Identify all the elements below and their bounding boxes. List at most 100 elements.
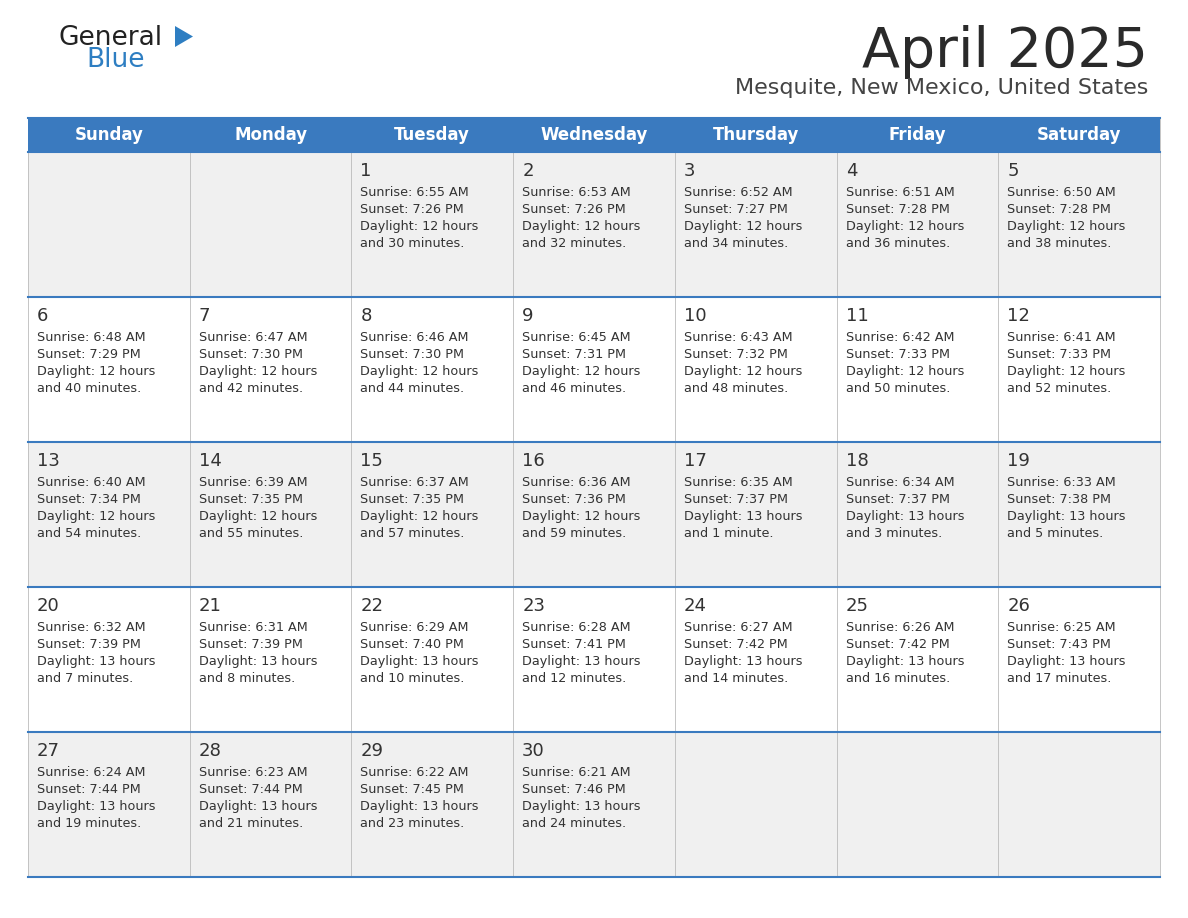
Text: and 59 minutes.: and 59 minutes. xyxy=(523,527,626,540)
Text: 4: 4 xyxy=(846,162,857,180)
Text: Sunset: 7:28 PM: Sunset: 7:28 PM xyxy=(1007,203,1111,216)
Text: General: General xyxy=(58,25,162,51)
Text: Sunrise: 6:34 AM: Sunrise: 6:34 AM xyxy=(846,476,954,489)
Text: and 14 minutes.: and 14 minutes. xyxy=(684,672,788,685)
Text: Sunrise: 6:43 AM: Sunrise: 6:43 AM xyxy=(684,331,792,344)
Text: 23: 23 xyxy=(523,597,545,615)
Text: April 2025: April 2025 xyxy=(862,25,1148,79)
Text: Sunset: 7:44 PM: Sunset: 7:44 PM xyxy=(198,783,303,796)
Text: Daylight: 13 hours: Daylight: 13 hours xyxy=(523,800,640,813)
Text: Sunrise: 6:27 AM: Sunrise: 6:27 AM xyxy=(684,621,792,634)
Text: Daylight: 12 hours: Daylight: 12 hours xyxy=(523,510,640,523)
Text: Sunrise: 6:26 AM: Sunrise: 6:26 AM xyxy=(846,621,954,634)
Bar xyxy=(29,442,1159,587)
Text: Daylight: 12 hours: Daylight: 12 hours xyxy=(846,365,963,378)
Text: 5: 5 xyxy=(1007,162,1019,180)
Text: and 48 minutes.: and 48 minutes. xyxy=(684,382,788,395)
Text: and 57 minutes.: and 57 minutes. xyxy=(360,527,465,540)
Text: Daylight: 13 hours: Daylight: 13 hours xyxy=(1007,510,1126,523)
Text: 15: 15 xyxy=(360,452,384,470)
Text: Daylight: 13 hours: Daylight: 13 hours xyxy=(523,655,640,668)
Text: Sunrise: 6:55 AM: Sunrise: 6:55 AM xyxy=(360,186,469,199)
Text: 21: 21 xyxy=(198,597,222,615)
Polygon shape xyxy=(175,26,192,47)
Text: 8: 8 xyxy=(360,307,372,325)
Text: and 42 minutes.: and 42 minutes. xyxy=(198,382,303,395)
Text: Sunset: 7:27 PM: Sunset: 7:27 PM xyxy=(684,203,788,216)
Text: Sunset: 7:30 PM: Sunset: 7:30 PM xyxy=(198,348,303,361)
Text: Sunday: Sunday xyxy=(75,126,144,144)
Text: and 40 minutes.: and 40 minutes. xyxy=(37,382,141,395)
Text: Sunrise: 6:40 AM: Sunrise: 6:40 AM xyxy=(37,476,146,489)
Text: Daylight: 12 hours: Daylight: 12 hours xyxy=(360,220,479,233)
Text: 25: 25 xyxy=(846,597,868,615)
Text: Daylight: 12 hours: Daylight: 12 hours xyxy=(37,510,156,523)
Text: Daylight: 13 hours: Daylight: 13 hours xyxy=(37,800,156,813)
Text: 14: 14 xyxy=(198,452,222,470)
Text: Sunrise: 6:53 AM: Sunrise: 6:53 AM xyxy=(523,186,631,199)
Text: Sunset: 7:32 PM: Sunset: 7:32 PM xyxy=(684,348,788,361)
Text: Daylight: 13 hours: Daylight: 13 hours xyxy=(684,655,802,668)
Text: and 12 minutes.: and 12 minutes. xyxy=(523,672,626,685)
Text: Daylight: 12 hours: Daylight: 12 hours xyxy=(360,365,479,378)
Text: and 5 minutes.: and 5 minutes. xyxy=(1007,527,1104,540)
Text: Sunset: 7:35 PM: Sunset: 7:35 PM xyxy=(198,493,303,506)
Text: 11: 11 xyxy=(846,307,868,325)
Text: Sunset: 7:35 PM: Sunset: 7:35 PM xyxy=(360,493,465,506)
Text: 19: 19 xyxy=(1007,452,1030,470)
Text: and 30 minutes.: and 30 minutes. xyxy=(360,237,465,250)
Text: and 24 minutes.: and 24 minutes. xyxy=(523,817,626,830)
Bar xyxy=(29,297,1159,442)
Text: Sunset: 7:46 PM: Sunset: 7:46 PM xyxy=(523,783,626,796)
Text: Daylight: 12 hours: Daylight: 12 hours xyxy=(523,365,640,378)
Text: Sunrise: 6:29 AM: Sunrise: 6:29 AM xyxy=(360,621,469,634)
Bar xyxy=(29,732,1159,877)
Text: 26: 26 xyxy=(1007,597,1030,615)
Text: Sunrise: 6:47 AM: Sunrise: 6:47 AM xyxy=(198,331,308,344)
Text: Daylight: 12 hours: Daylight: 12 hours xyxy=(1007,220,1126,233)
Text: 30: 30 xyxy=(523,742,545,760)
Text: and 32 minutes.: and 32 minutes. xyxy=(523,237,626,250)
Text: and 38 minutes.: and 38 minutes. xyxy=(1007,237,1112,250)
Text: Daylight: 12 hours: Daylight: 12 hours xyxy=(684,220,802,233)
Text: Sunset: 7:34 PM: Sunset: 7:34 PM xyxy=(37,493,141,506)
Text: Sunset: 7:38 PM: Sunset: 7:38 PM xyxy=(1007,493,1111,506)
Text: Sunrise: 6:46 AM: Sunrise: 6:46 AM xyxy=(360,331,469,344)
Text: Sunset: 7:39 PM: Sunset: 7:39 PM xyxy=(37,638,141,651)
Text: and 46 minutes.: and 46 minutes. xyxy=(523,382,626,395)
Text: and 16 minutes.: and 16 minutes. xyxy=(846,672,950,685)
Text: and 3 minutes.: and 3 minutes. xyxy=(846,527,942,540)
Text: Daylight: 12 hours: Daylight: 12 hours xyxy=(684,365,802,378)
Text: 3: 3 xyxy=(684,162,695,180)
Text: Friday: Friday xyxy=(889,126,946,144)
Text: Daylight: 12 hours: Daylight: 12 hours xyxy=(523,220,640,233)
Text: Sunrise: 6:37 AM: Sunrise: 6:37 AM xyxy=(360,476,469,489)
Text: Sunset: 7:33 PM: Sunset: 7:33 PM xyxy=(846,348,949,361)
Text: Sunrise: 6:22 AM: Sunrise: 6:22 AM xyxy=(360,766,469,779)
Text: 17: 17 xyxy=(684,452,707,470)
Text: Sunset: 7:40 PM: Sunset: 7:40 PM xyxy=(360,638,465,651)
Text: Daylight: 13 hours: Daylight: 13 hours xyxy=(198,655,317,668)
Bar xyxy=(29,152,1159,297)
Text: and 23 minutes.: and 23 minutes. xyxy=(360,817,465,830)
Text: Blue: Blue xyxy=(86,47,145,73)
Text: Daylight: 13 hours: Daylight: 13 hours xyxy=(684,510,802,523)
Text: 7: 7 xyxy=(198,307,210,325)
Text: Sunrise: 6:42 AM: Sunrise: 6:42 AM xyxy=(846,331,954,344)
Text: Sunset: 7:30 PM: Sunset: 7:30 PM xyxy=(360,348,465,361)
Text: 18: 18 xyxy=(846,452,868,470)
Bar xyxy=(29,587,1159,732)
Text: Sunset: 7:33 PM: Sunset: 7:33 PM xyxy=(1007,348,1111,361)
Text: Sunset: 7:42 PM: Sunset: 7:42 PM xyxy=(684,638,788,651)
Text: 6: 6 xyxy=(37,307,49,325)
Text: and 54 minutes.: and 54 minutes. xyxy=(37,527,141,540)
Text: 1: 1 xyxy=(360,162,372,180)
Text: Sunrise: 6:45 AM: Sunrise: 6:45 AM xyxy=(523,331,631,344)
Text: and 1 minute.: and 1 minute. xyxy=(684,527,773,540)
Text: Daylight: 12 hours: Daylight: 12 hours xyxy=(198,365,317,378)
Text: Sunset: 7:39 PM: Sunset: 7:39 PM xyxy=(198,638,303,651)
Text: Sunset: 7:43 PM: Sunset: 7:43 PM xyxy=(1007,638,1111,651)
Text: 24: 24 xyxy=(684,597,707,615)
Text: Sunrise: 6:24 AM: Sunrise: 6:24 AM xyxy=(37,766,145,779)
Text: and 8 minutes.: and 8 minutes. xyxy=(198,672,295,685)
